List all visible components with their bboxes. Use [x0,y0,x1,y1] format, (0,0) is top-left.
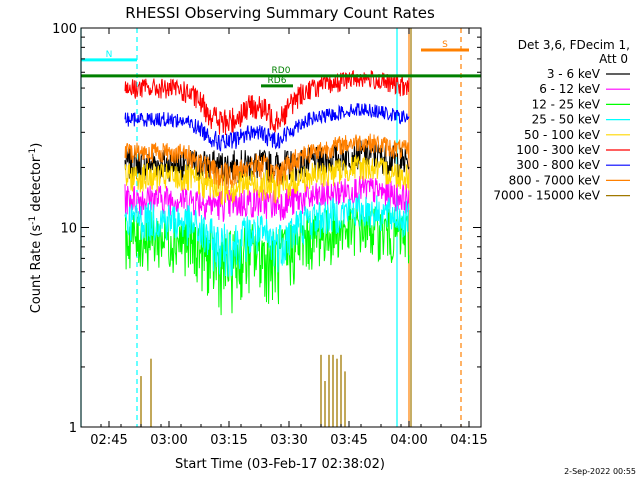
y-label-end: ) [29,143,44,148]
series-line-3 [124,193,410,277]
y-label-mid: detector [29,156,44,216]
legend-label-2: 12 - 25 keV [532,97,601,111]
chart-title: RHESSI Observing Summary Count Rates [125,4,435,22]
x-tick-label-0: 02:45 [90,433,127,448]
y-axis: 1 10 100 [52,22,481,436]
legend-label-4: 50 - 100 keV [524,128,601,142]
footer-date: 2-Sep-2022 00:55 [564,467,636,476]
plot-area [80,28,462,427]
y-label-sup2: -1 [28,148,38,157]
legend-label-0: 3 - 6 keV [547,67,601,81]
y-tick-label-1: 10 [60,222,77,237]
legend-header-1: Det 3,6, FDecim 1, [518,38,630,52]
legend-label-3: 25 - 50 keV [532,113,601,127]
flag-label-2: RD0 [272,66,291,76]
x-tick-label-2: 03:15 [210,433,247,448]
x-axis-label: Start Time (03-Feb-17 02:38:02) [175,457,385,472]
x-tick-label-5: 04:00 [390,433,427,448]
y-label-sup1: -1 [28,216,38,225]
y-tick-label-0: 1 [69,421,77,436]
legend-header-2: Att 0 [599,52,628,66]
flag-label-3: RD6 [268,76,287,86]
y-tick-label-2: 100 [52,22,77,37]
series-line-5 [124,69,410,136]
series-line-6 [124,103,410,152]
legend-label-6: 300 - 800 keV [516,158,600,172]
legend-label-8: 7000 - 15000 keV [493,189,600,203]
legend-label-1: 6 - 12 keV [539,82,601,96]
legend-label-7: 800 - 7000 keV [509,173,601,187]
x-tick-label-3: 03:30 [270,433,307,448]
series-line-7 [124,133,410,191]
x-tick-label-4: 03:45 [330,433,367,448]
legend-label-5: 100 - 300 keV [516,143,600,157]
series-line-4 [124,155,410,206]
x-axis: 02:45 03:00 03:15 03:30 03:45 04:00 04:15 [80,28,488,448]
x-tick-label-6: 04:15 [450,433,487,448]
flag-label-0: N [106,50,113,60]
y-axis-label: Count Rate (s-1 detector-1) [28,143,44,314]
x-tick-label-1: 03:00 [150,433,187,448]
flag-label-1: S [442,40,448,50]
y-label-main: Count Rate (s [29,225,44,314]
